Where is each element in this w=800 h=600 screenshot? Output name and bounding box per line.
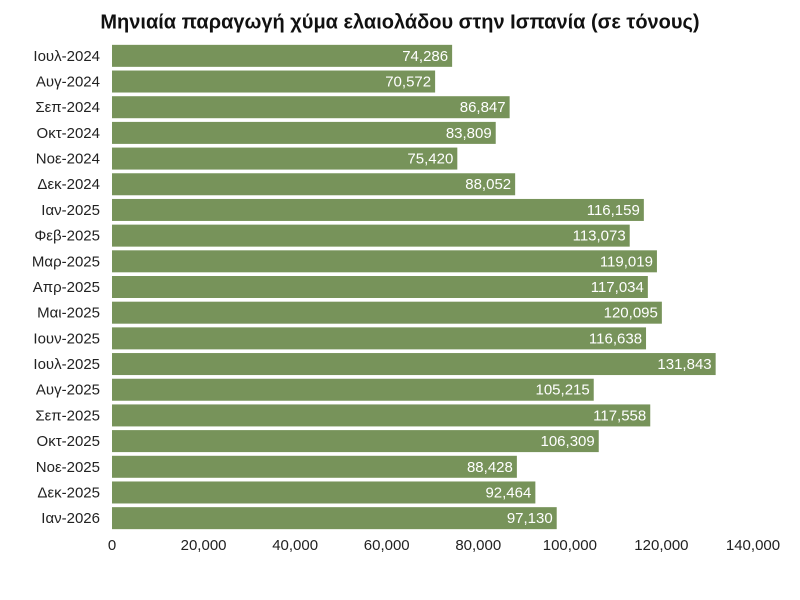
x-tick-label: 60,000	[364, 537, 410, 554]
x-tick-label: 120,000	[634, 537, 688, 554]
y-tick-label: Απρ-2025	[33, 279, 100, 296]
value-label: 70,572	[385, 73, 431, 90]
value-label: 83,809	[446, 125, 492, 142]
bar	[112, 327, 647, 350]
bar	[112, 121, 496, 144]
y-tick-label: Ιουν-2025	[33, 330, 100, 347]
bar	[112, 378, 594, 401]
value-label: 131,843	[657, 356, 711, 373]
x-tick-label: 40,000	[272, 537, 318, 554]
bar	[112, 353, 716, 376]
value-label: 86,847	[460, 99, 506, 116]
bar	[112, 455, 517, 478]
y-tick-label: Ιαν-2025	[41, 202, 100, 219]
y-tick-label: Ιουλ-2025	[33, 356, 100, 373]
bar	[112, 70, 436, 93]
y-tick-label: Οκτ-2024	[37, 125, 100, 142]
x-tick-label: 0	[108, 537, 116, 554]
value-label: 92,464	[485, 484, 531, 501]
value-label: 75,420	[407, 151, 453, 168]
value-label: 117,558	[593, 407, 646, 424]
bar	[112, 430, 599, 453]
x-tick-label: 80,000	[455, 537, 501, 554]
value-label: 113,073	[573, 228, 626, 245]
y-tick-label: Αυγ-2024	[36, 73, 100, 90]
y-tick-label: Μαι-2025	[37, 305, 100, 322]
y-tick-label: Οκτ-2025	[37, 433, 100, 450]
value-label: 106,309	[541, 433, 595, 450]
value-label: 88,428	[467, 459, 513, 476]
value-label: 97,130	[507, 510, 553, 527]
bar	[112, 404, 651, 427]
bar	[112, 173, 516, 196]
y-tick-label: Φεβ-2025	[34, 228, 100, 245]
y-tick-label: Αυγ-2025	[36, 382, 100, 399]
y-tick-label: Νοε-2024	[36, 151, 100, 168]
value-label: 117,034	[591, 279, 644, 296]
y-tick-label: Σεπ-2024	[35, 99, 100, 116]
bar	[112, 96, 510, 119]
y-tick-label: Σεπ-2025	[35, 407, 100, 424]
bar	[112, 44, 453, 67]
x-tick-label: 140,000	[726, 537, 780, 554]
chart-title: Μηνιαία παραγωγή χύμα ελαιολάδου στην Ισ…	[100, 11, 699, 33]
x-tick-label: 100,000	[543, 537, 597, 554]
y-tick-label: Δεκ-2024	[37, 176, 100, 193]
bar	[112, 198, 644, 221]
value-label: 74,286	[402, 48, 448, 65]
y-tick-label: Νοε-2025	[36, 459, 100, 476]
value-label: 120,095	[604, 305, 658, 322]
y-tick-label: Ιαν-2026	[41, 510, 100, 527]
value-label: 116,159	[587, 202, 640, 219]
bar	[112, 507, 557, 530]
y-tick-label: Ιουλ-2024	[33, 48, 100, 65]
bar	[112, 301, 662, 324]
value-label: 119,019	[600, 253, 653, 270]
bar	[112, 224, 630, 247]
value-label: 88,052	[465, 176, 511, 193]
x-tick-label: 20,000	[181, 537, 227, 554]
y-tick-label: Δεκ-2025	[37, 484, 100, 501]
bar	[112, 250, 657, 273]
value-label: 105,215	[536, 382, 590, 399]
bar	[112, 481, 536, 504]
y-tick-label: Μαρ-2025	[32, 253, 100, 270]
bar	[112, 276, 648, 298]
value-label: 116,638	[589, 330, 642, 347]
bar	[112, 147, 458, 170]
